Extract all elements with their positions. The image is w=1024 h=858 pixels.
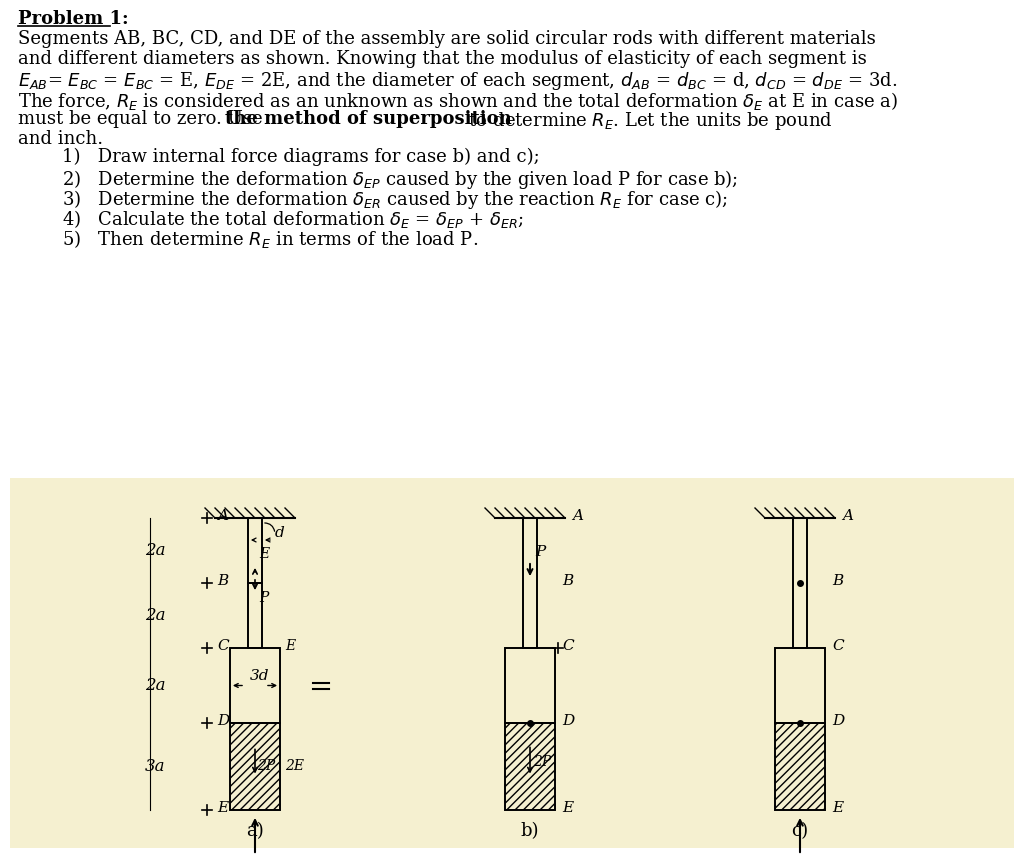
Text: C: C <box>562 639 573 653</box>
Text: c): c) <box>792 822 809 840</box>
Text: P: P <box>259 591 268 605</box>
Bar <box>523 518 537 648</box>
Text: to determine $R_E$. Let the units be pound: to determine $R_E$. Let the units be pou… <box>463 110 833 132</box>
Text: B: B <box>217 574 228 588</box>
Bar <box>230 648 280 723</box>
Text: E: E <box>259 547 269 561</box>
Text: 2E: 2E <box>285 759 304 774</box>
Text: must be equal to zero. Use: must be equal to zero. Use <box>18 110 268 128</box>
Text: A: A <box>842 509 853 523</box>
Bar <box>505 723 555 810</box>
Text: d: d <box>275 526 285 540</box>
Bar <box>505 648 555 723</box>
Bar <box>775 648 825 723</box>
Text: 1)   Draw internal force diagrams for case b) and c);: 1) Draw internal force diagrams for case… <box>62 148 540 166</box>
Text: The force, $R_E$ is considered as an unknown as shown and the total deformation : The force, $R_E$ is considered as an unk… <box>18 90 898 112</box>
Text: E: E <box>831 801 843 815</box>
Text: 2a: 2a <box>145 677 166 694</box>
Bar <box>230 723 280 810</box>
Text: 4)   Calculate the total deformation $\delta_E$ = $\delta_{EP}$ + $\delta_{ER}$;: 4) Calculate the total deformation $\del… <box>62 208 523 230</box>
Text: D: D <box>831 714 844 728</box>
Text: and different diameters as shown. Knowing that the modulus of elasticity of each: and different diameters as shown. Knowin… <box>18 50 866 68</box>
Bar <box>248 583 262 648</box>
Text: 3)   Determine the deformation $\delta_{ER}$ caused by the reaction $R_E$ for ca: 3) Determine the deformation $\delta_{ER… <box>62 188 728 211</box>
Text: 2P: 2P <box>534 754 551 769</box>
Text: C: C <box>831 639 844 653</box>
Text: 2)   Determine the deformation $\delta_{EP}$ caused by the given load P for case: 2) Determine the deformation $\delta_{EP… <box>62 168 738 191</box>
Text: Segments AB, BC, CD, and DE of the assembly are solid circular rods with differe: Segments AB, BC, CD, and DE of the assem… <box>18 30 876 48</box>
Text: E: E <box>217 801 228 815</box>
Text: $E_{AB}$= $E_{BC}$ = $E_{BC}$ = E, $E_{DE}$ = 2E, and the diameter of each segme: $E_{AB}$= $E_{BC}$ = $E_{BC}$ = E, $E_{D… <box>18 70 897 92</box>
Text: 3d: 3d <box>250 669 269 684</box>
Text: 3a: 3a <box>145 758 166 775</box>
Text: A: A <box>217 509 228 523</box>
Bar <box>10 478 1014 848</box>
Text: 2P: 2P <box>257 759 275 774</box>
Bar <box>775 723 825 810</box>
Text: b): b) <box>521 822 540 840</box>
Text: B: B <box>562 574 573 588</box>
Bar <box>248 518 262 583</box>
Text: and inch.: and inch. <box>18 130 103 148</box>
Text: 2a: 2a <box>145 542 166 559</box>
Text: C: C <box>217 639 228 653</box>
Text: B: B <box>831 574 843 588</box>
Text: a): a) <box>246 822 264 840</box>
Text: Problem 1:: Problem 1: <box>18 10 129 28</box>
Text: 2a: 2a <box>145 607 166 624</box>
Text: 5)   Then determine $R_E$ in terms of the load P.: 5) Then determine $R_E$ in terms of the … <box>62 228 478 250</box>
Text: D: D <box>562 714 574 728</box>
Text: P: P <box>535 545 545 559</box>
Text: the method of superposition: the method of superposition <box>225 110 512 128</box>
Bar <box>793 518 807 648</box>
Text: E: E <box>562 801 573 815</box>
Text: E: E <box>285 639 295 653</box>
Text: A: A <box>572 509 583 523</box>
Text: D: D <box>217 714 229 728</box>
